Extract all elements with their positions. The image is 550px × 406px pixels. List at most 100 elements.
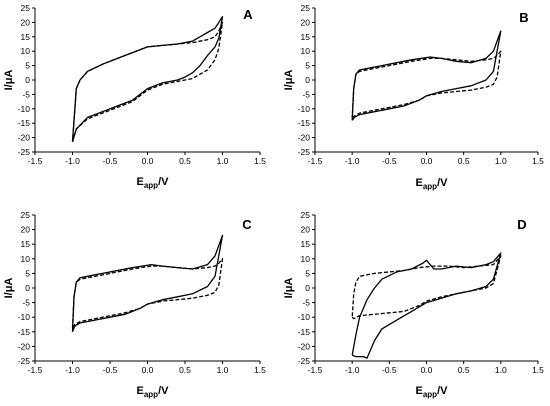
y-tick-label: -10: [18, 104, 31, 114]
x-axis-label-main: E: [137, 176, 144, 188]
x-tick-label: -1.5: [28, 365, 43, 375]
x-tick-label: 0.0: [421, 156, 433, 166]
y-tick-label: 5: [305, 61, 310, 71]
y-axis-label: I/μA: [283, 278, 295, 299]
y-tick-label: 25: [21, 3, 31, 13]
y-tick-label: -15: [18, 327, 31, 337]
y-axis-label-mu: μ: [3, 286, 15, 293]
y-tick-label: -20: [298, 341, 311, 351]
y-tick-label: -15: [18, 118, 31, 128]
y-axis-label: I/μA: [3, 70, 15, 91]
y-tick-label: 0: [305, 75, 310, 85]
series-line-solid: [71, 234, 224, 333]
y-tick-label: -5: [302, 298, 310, 308]
x-tick-label: 1.5: [532, 156, 544, 166]
x-tick-label: 1.0: [217, 365, 229, 375]
x-tick-label: -0.5: [382, 365, 397, 375]
y-tick-label: 15: [21, 32, 31, 42]
x-tick-label: 1.0: [495, 156, 507, 166]
series-line-dashed: [351, 255, 502, 320]
x-tick-label: 0.0: [142, 365, 154, 375]
y-tick-label: 20: [21, 225, 31, 235]
x-tick-label: -0.5: [103, 365, 118, 375]
x-tick-label: 0.5: [179, 365, 191, 375]
y-tick-label: 10: [301, 46, 311, 56]
y-tick-label: -20: [18, 133, 31, 143]
y-axis-label-mu: μ: [3, 78, 15, 85]
y-tick-label: -20: [18, 341, 31, 351]
y-tick-label: 10: [21, 46, 31, 56]
y-axis-label-main: I/: [3, 292, 15, 298]
y-tick-label: 20: [301, 225, 311, 235]
x-axis-label-subscript: app: [144, 390, 158, 399]
y-tick-label: -10: [298, 312, 311, 322]
x-axis-label-subscript: app: [423, 390, 437, 399]
y-tick-label: -15: [298, 118, 311, 128]
x-tick-label: 0.0: [421, 365, 433, 375]
chart-panel-b: -1.5 -1.0 -0.5 0.0 0.5 1.0 1.5 -25 -20 -15 -10 -5 0 5…: [283, 3, 544, 191]
y-axis-label-mu: μ: [283, 286, 295, 293]
y-tick-label: -25: [298, 147, 311, 157]
x-axis-label: Eapp/V: [416, 177, 449, 191]
y-axis-label: I/μA: [3, 278, 15, 299]
x-tick-label: -1.0: [65, 365, 80, 375]
x-axis-label: Eapp/V: [137, 385, 170, 399]
x-tick-label: 1.0: [495, 365, 507, 375]
x-axis-label: Eapp/V: [416, 385, 449, 399]
y-tick-label: 5: [25, 61, 30, 71]
y-tick-label: -25: [298, 356, 311, 366]
y-tick-label: 15: [21, 239, 31, 249]
x-axis-label-main: E: [416, 177, 423, 189]
x-tick-label: -1.0: [345, 156, 360, 166]
x-axis-label-unit: /V: [158, 176, 169, 188]
y-tick-label: 0: [305, 283, 310, 293]
x-tick-label: 0.5: [458, 365, 470, 375]
y-axis-label-unit: A: [283, 70, 295, 78]
x-axis-label: Eapp/V: [137, 176, 170, 190]
y-tick-label: 25: [21, 210, 31, 220]
y-axis-label-mu: μ: [283, 78, 295, 85]
x-tick-label: 0.5: [179, 156, 191, 166]
y-tick-label: 5: [305, 268, 310, 278]
y-tick-label: 15: [301, 239, 311, 249]
y-tick-label: 25: [301, 3, 311, 13]
x-axis-label-main: E: [137, 385, 144, 397]
x-tick-label: -0.5: [382, 156, 397, 166]
x-axis-label-unit: /V: [437, 385, 448, 397]
chart-panel-d: -1.5 -1.0 -0.5 0.0 0.5 1.0 1.5 -25 -20 -15 -10 -5 0 5…: [283, 210, 544, 399]
y-tick-label: -25: [18, 356, 31, 366]
x-axis-label-main: E: [416, 385, 423, 397]
x-tick-label: 1.0: [217, 156, 229, 166]
y-axis-label: I/μA: [283, 70, 295, 91]
x-axis-label-subscript: app: [423, 182, 437, 191]
chart-panel-a: -1.5 -1.0 -0.5 0.0 0.5 1.0 1.5 -25 -20 -15 -10 -5 0 5…: [3, 3, 266, 190]
x-tick-label: 1.5: [254, 156, 266, 166]
y-tick-label: -25: [18, 147, 31, 157]
y-tick-label: -10: [298, 104, 311, 114]
x-tick-label: 1.5: [254, 365, 266, 375]
y-tick-label: 10: [21, 254, 31, 264]
y-tick-label: 0: [25, 75, 30, 85]
y-tick-label: -20: [298, 133, 311, 143]
chart-panel-c: -1.5 -1.0 -0.5 0.0 0.5 1.0 1.5 -25 -20 -15 -10 -5 0 5…: [3, 210, 266, 399]
y-tick-label: -5: [302, 89, 310, 99]
panel-label: A: [243, 7, 253, 22]
panel-label: C: [242, 217, 252, 232]
x-tick-label: 0.0: [142, 156, 154, 166]
y-tick-label: 20: [21, 17, 31, 27]
series-line-dashed: [351, 50, 502, 118]
y-tick-label: 5: [25, 268, 30, 278]
y-tick-label: -15: [298, 327, 311, 337]
y-tick-label: 0: [25, 283, 30, 293]
y-tick-label: 25: [301, 210, 311, 220]
series-line-solid: [351, 30, 502, 121]
series-line-solid: [71, 15, 224, 143]
panel-label: D: [517, 217, 526, 232]
x-axis-label-unit: /V: [158, 385, 169, 397]
x-tick-label: -1.0: [345, 365, 360, 375]
y-tick-label: 15: [301, 32, 311, 42]
x-tick-label: -0.5: [103, 156, 118, 166]
y-tick-label: 10: [301, 254, 311, 264]
x-tick-label: -1.5: [308, 365, 323, 375]
